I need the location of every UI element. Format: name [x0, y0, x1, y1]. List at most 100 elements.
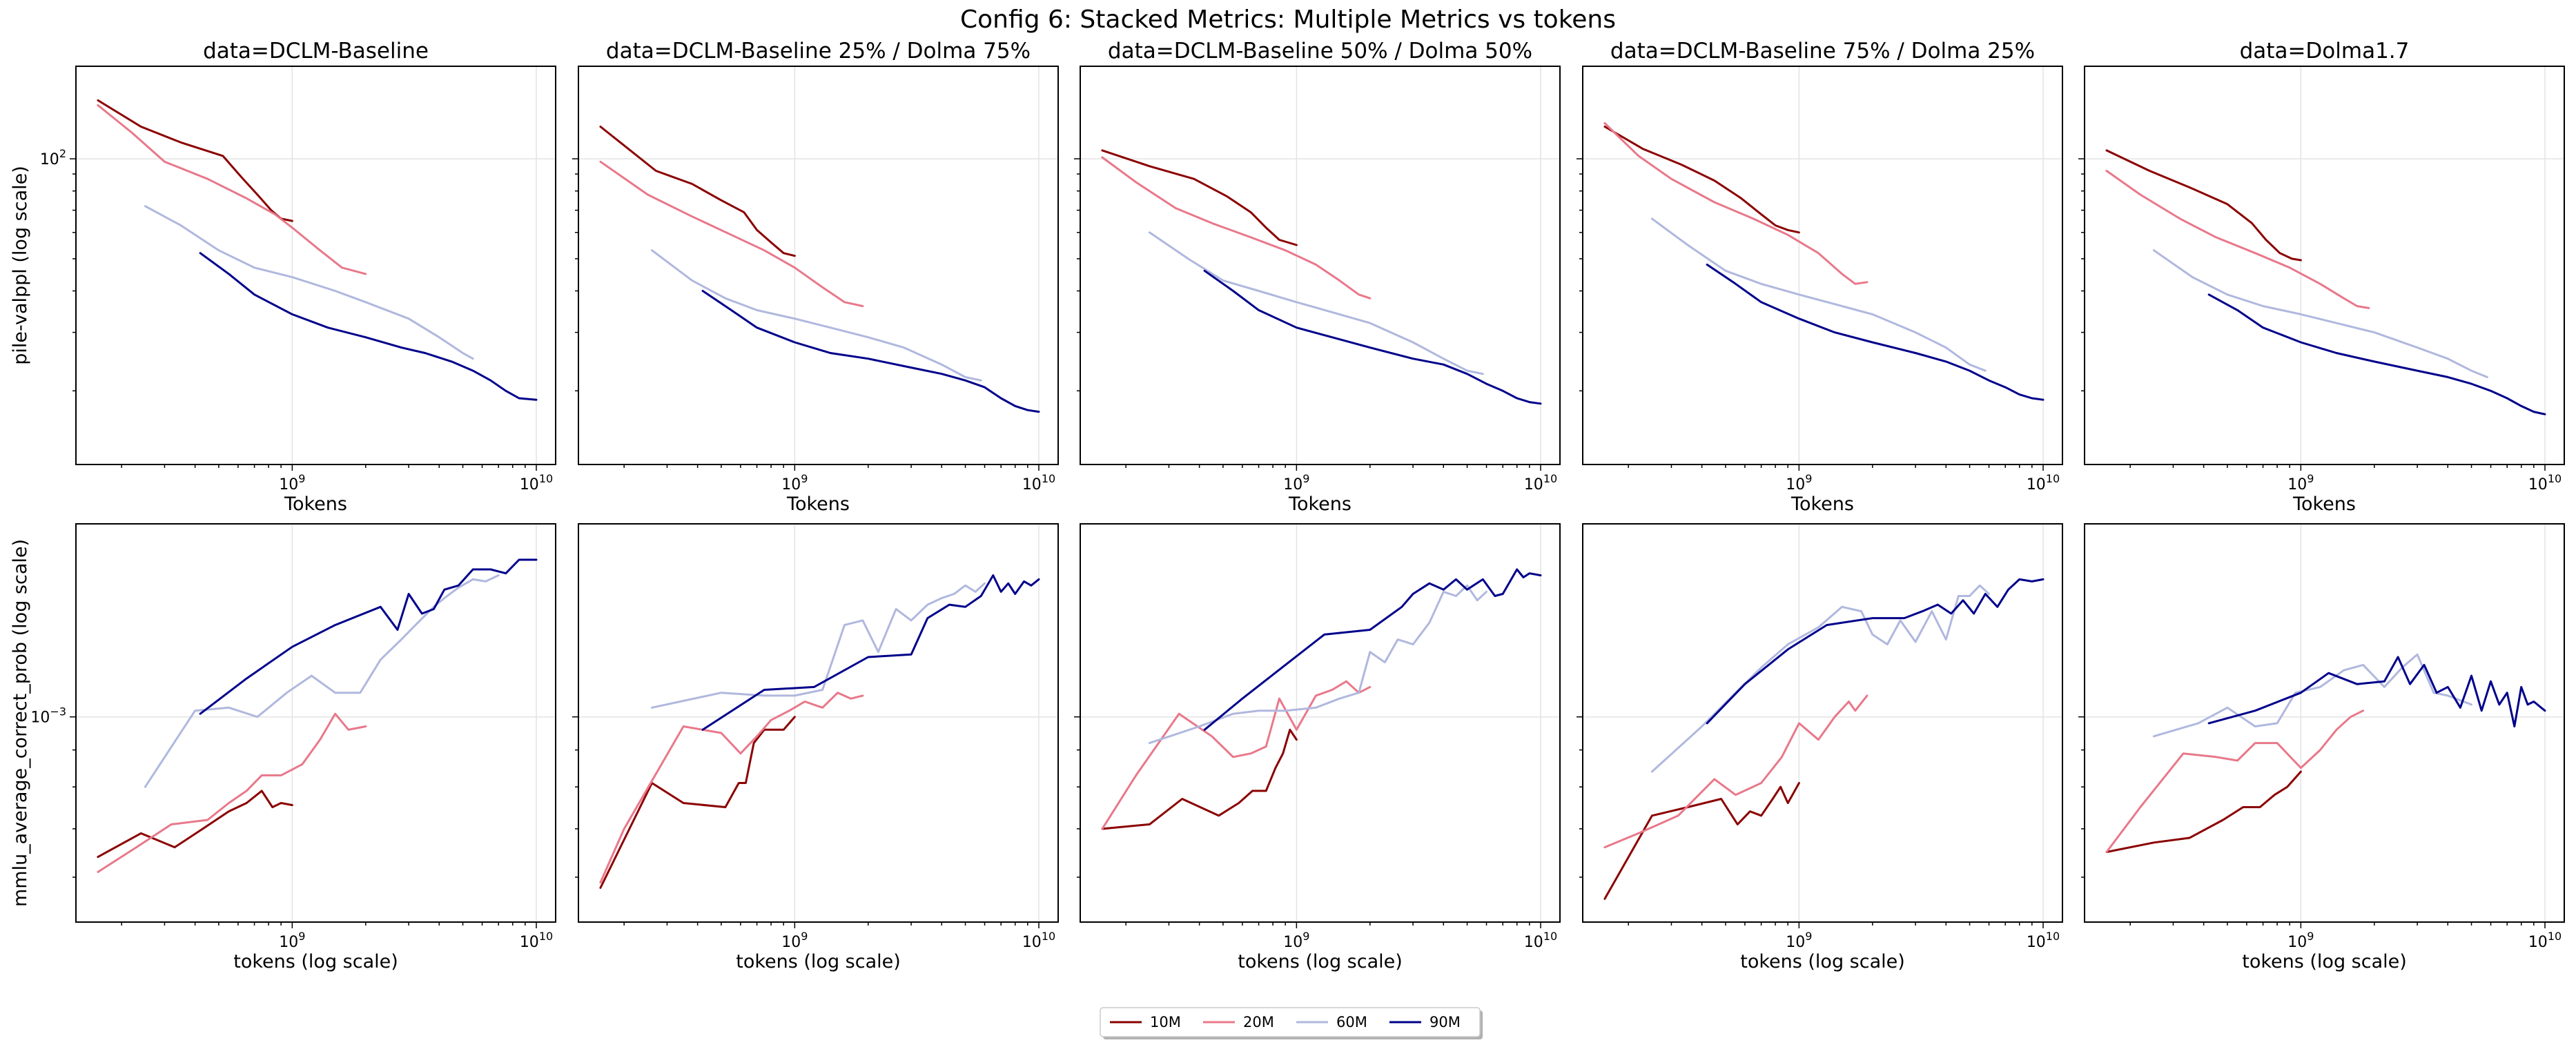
- series-line-20M: [599, 160, 864, 307]
- axes-frame: [1080, 523, 1561, 923]
- series-line-90M: [2207, 656, 2546, 727]
- series-line-90M: [199, 252, 538, 401]
- series-line-20M: [1101, 680, 1372, 830]
- x-axis-label: Tokens: [284, 493, 347, 515]
- series-line-20M: [2105, 710, 2365, 853]
- series-line-90M: [701, 290, 1040, 413]
- x-axis-label: tokens (log scale): [1238, 951, 1403, 972]
- legend-label-10M: 10M: [1150, 1014, 1181, 1030]
- x-tick-label: 1010: [1022, 930, 1055, 951]
- series-line-20M: [1101, 156, 1372, 300]
- series-line-60M: [1148, 584, 1487, 745]
- series-line-20M: [2105, 170, 2370, 309]
- axes-frame: [578, 66, 1059, 465]
- x-axis-label: tokens (log scale): [1740, 951, 1905, 972]
- series-line-10M: [1101, 728, 1298, 830]
- x-tick-label: 109: [1786, 472, 1812, 493]
- panel-r0-c0: 109 1010 102 data=DCLM-Baseline Tokens pile-v…: [10, 39, 556, 515]
- series-line-90M: [1706, 578, 2045, 725]
- series-line-60M: [1148, 231, 1484, 375]
- y-axis-label: pile-valppl (log scale): [10, 166, 31, 365]
- series-line-90M: [1203, 568, 1542, 731]
- series-line-10M: [1603, 782, 1800, 900]
- legend-label-20M: 20M: [1243, 1014, 1274, 1030]
- panel-r0-c1: 109 1010 data=DCLM-Baseline 25% / Dolma 75…: [572, 39, 1059, 515]
- series-line-60M: [144, 205, 474, 360]
- panel-title: data=DCLM-Baseline 50% / Dolma 50%: [1108, 39, 1532, 63]
- y-axis-label: mmlu_average_correct_prob (log scale): [10, 539, 31, 907]
- legend-label-60M: 60M: [1336, 1014, 1367, 1030]
- series-line-90M: [2207, 293, 2546, 415]
- panel-title: data=DCLM-Baseline 75% / Dolma 25%: [1610, 39, 2035, 63]
- panel-r1-c2: 109 1010 tokens (log scale): [1074, 523, 1561, 972]
- x-tick-label: 1010: [520, 472, 553, 493]
- x-axis-label: Tokens: [786, 493, 850, 515]
- x-tick-label: 1010: [2027, 930, 2060, 951]
- panel-r0-c4: 109 1010 data=Dolma1.7 Tokens: [2078, 39, 2565, 515]
- x-axis-label: Tokens: [2292, 493, 2356, 515]
- series-line-90M: [1706, 263, 2045, 401]
- panel-title: data=Dolma1.7: [2240, 39, 2410, 63]
- x-axis-label: Tokens: [1288, 493, 1352, 515]
- panel-r1-c4: 109 1010 tokens (log scale): [2078, 523, 2565, 972]
- axes-frame: [1080, 66, 1561, 465]
- axes-frame: [1582, 523, 2063, 923]
- axes-frame: [75, 66, 556, 465]
- x-axis-label: tokens (log scale): [736, 951, 901, 972]
- legend: 10M 20M 60M 90M: [1100, 1007, 1483, 1039]
- x-tick-label: 109: [781, 930, 808, 951]
- x-tick-label: 109: [2287, 472, 2314, 493]
- series-line-60M: [1650, 584, 1990, 773]
- series-line-20M: [97, 712, 367, 873]
- legend-box: [1100, 1007, 1481, 1037]
- x-tick-label: 1010: [1524, 930, 1557, 951]
- x-tick-label: 109: [279, 930, 305, 951]
- x-tick-label: 109: [279, 472, 305, 493]
- series-line-10M: [2105, 149, 2302, 262]
- x-tick-label: 109: [1283, 930, 1309, 951]
- x-tick-label: 109: [2287, 930, 2314, 951]
- x-axis-label: Tokens: [1790, 493, 1854, 515]
- series-line-60M: [2152, 653, 2472, 738]
- axes-frame: [2084, 66, 2565, 465]
- series-line-60M: [1650, 217, 1987, 372]
- series-line-20M: [599, 692, 864, 884]
- x-tick-label: 1010: [1022, 472, 1055, 493]
- panel-title: data=DCLM-Baseline: [203, 39, 429, 63]
- y-tick-label: 102: [40, 147, 66, 168]
- series-line-10M: [97, 99, 293, 222]
- series-line-20M: [1603, 122, 1868, 285]
- series-line-60M: [2152, 249, 2488, 378]
- series-line-60M: [651, 249, 982, 382]
- series-line-10M: [599, 126, 796, 257]
- series-line-10M: [97, 790, 293, 859]
- x-tick-label: 1010: [520, 930, 553, 951]
- x-tick-label: 109: [781, 472, 808, 493]
- legend-label-90M: 90M: [1430, 1014, 1461, 1030]
- x-tick-label: 1010: [2528, 472, 2562, 493]
- panel-r1-c1: 109 1010 tokens (log scale): [572, 523, 1059, 972]
- series-line-90M: [701, 574, 1040, 731]
- panel-r1-c3: 109 1010 tokens (log scale): [1577, 523, 2063, 972]
- x-tick-label: 1010: [2528, 930, 2562, 951]
- series-line-20M: [97, 104, 367, 275]
- y-tick-label: 10−3: [30, 705, 66, 727]
- x-tick-label: 1010: [1524, 472, 1557, 493]
- axes-frame: [75, 523, 556, 923]
- axes-frame: [578, 523, 1059, 923]
- panel-r0-c3: 109 1010 data=DCLM-Baseline 75% / Dolma 25…: [1577, 39, 2063, 515]
- panel-title: data=DCLM-Baseline 25% / Dolma 75%: [606, 39, 1031, 63]
- series-line-90M: [1203, 269, 1542, 405]
- figure-title: Config 6: Stacked Metrics: Multiple Metr…: [960, 6, 1616, 34]
- x-tick-label: 1010: [2027, 472, 2060, 493]
- panel-r1-c0: 109 1010 10−3 tokens (log scale) mmlu_averag…: [10, 523, 556, 972]
- panel-r0-c2: 109 1010 data=DCLM-Baseline 50% / Dolma 50…: [1074, 39, 1561, 515]
- series-line-10M: [2105, 770, 2302, 853]
- x-tick-label: 109: [1283, 472, 1309, 493]
- series-line-60M: [144, 574, 500, 788]
- axes-frame: [2084, 523, 2565, 923]
- series-line-10M: [1101, 149, 1298, 246]
- x-axis-label: tokens (log scale): [2242, 951, 2407, 972]
- x-axis-label: tokens (log scale): [233, 951, 398, 972]
- axes-frame: [1582, 66, 2063, 465]
